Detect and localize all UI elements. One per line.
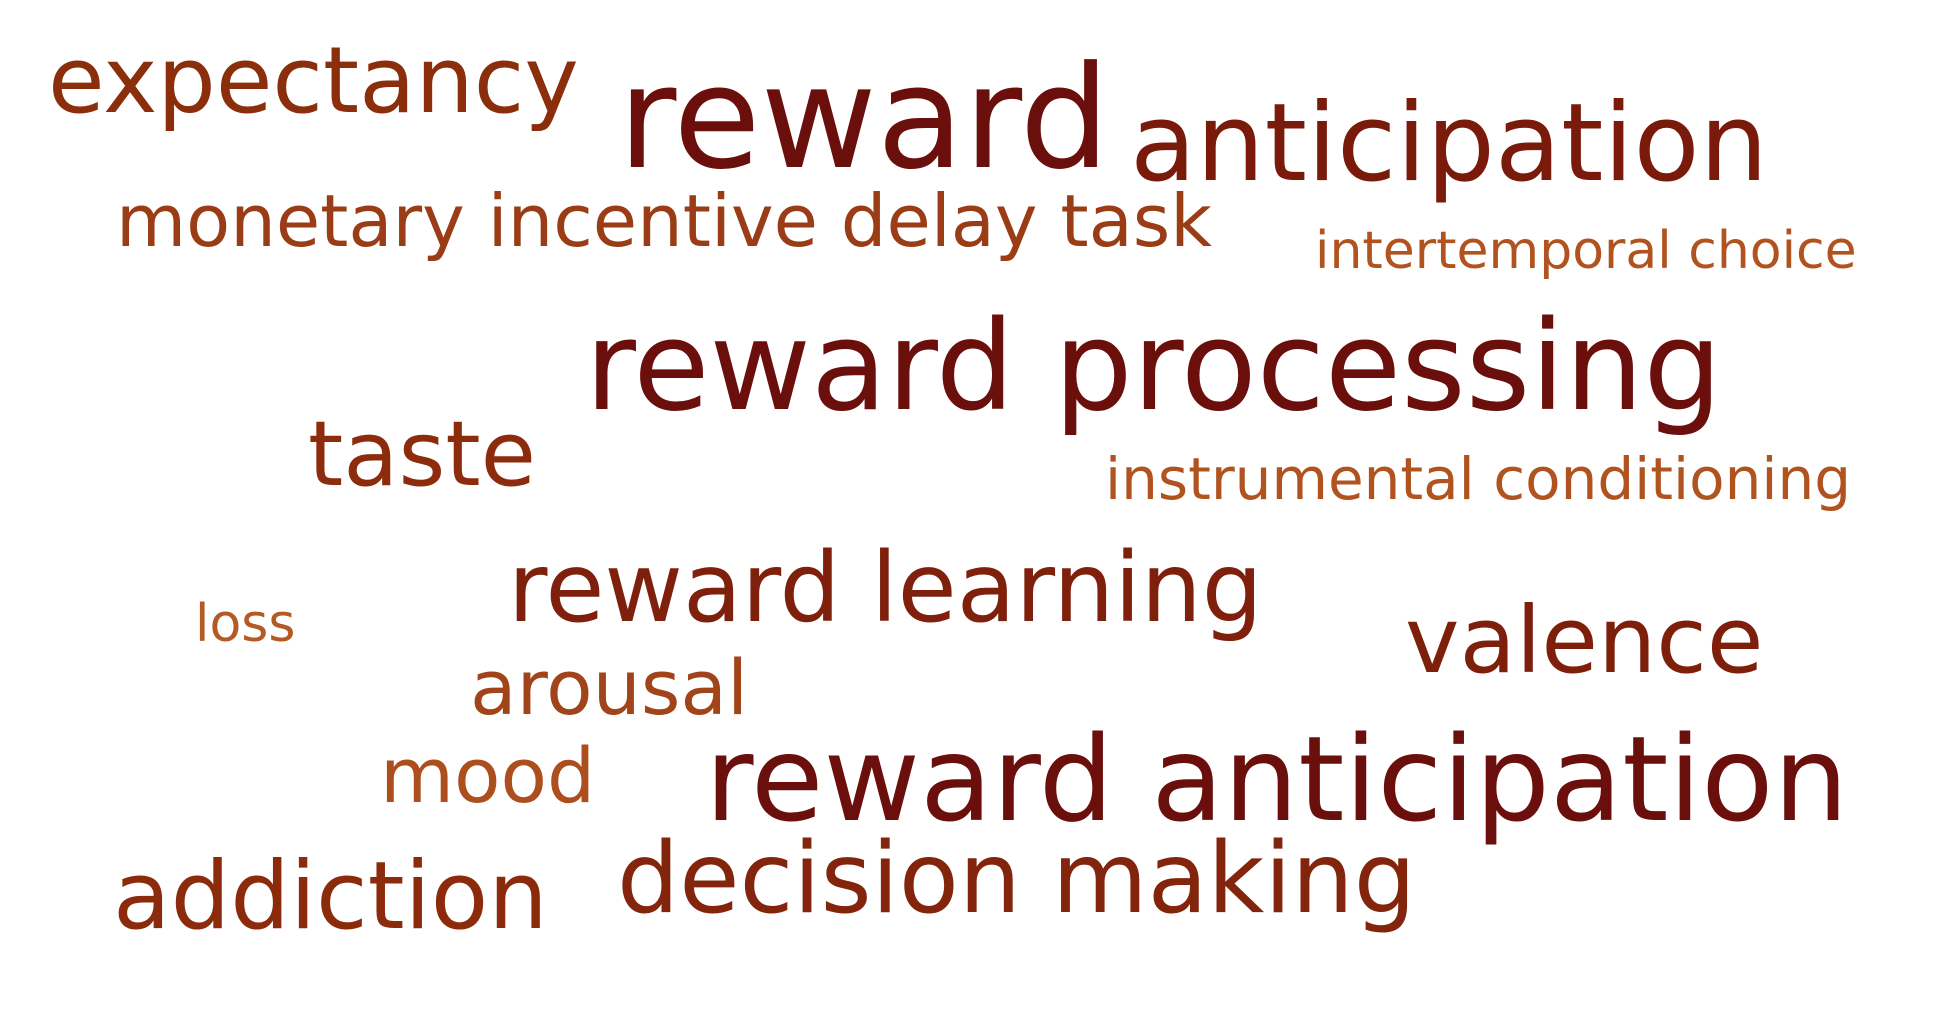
word-loss: loss xyxy=(195,594,296,654)
word-reward: reward xyxy=(618,36,1110,201)
word-reward-learning: reward learning xyxy=(508,532,1263,644)
word-decision-making: decision making xyxy=(617,822,1416,936)
word-instrumental-conditioning: instrumental conditioning xyxy=(1105,445,1852,513)
word-reward-anticipation: reward anticipation xyxy=(705,710,1849,848)
word-reward-processing: reward processing xyxy=(585,295,1723,439)
word-addiction: addiction xyxy=(113,842,548,951)
word-valence: valence xyxy=(1405,587,1764,694)
word-anticipation: anticipation xyxy=(1130,81,1768,206)
word-mood: mood xyxy=(380,731,596,820)
word-taste: taste xyxy=(308,402,536,507)
word-monetary-incentive-delay-task: monetary incentive delay task xyxy=(116,179,1212,263)
word-intertemporal-choice: intertemporal choice xyxy=(1315,221,1857,281)
word-arousal: arousal xyxy=(470,643,749,732)
word-expectancy: expectancy xyxy=(48,27,579,134)
